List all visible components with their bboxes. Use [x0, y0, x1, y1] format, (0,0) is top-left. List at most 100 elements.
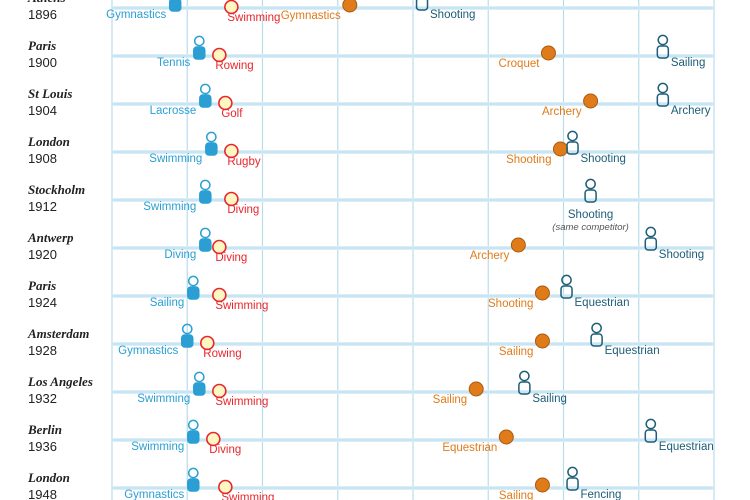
city-label: Stockholm [28, 182, 85, 197]
data-marks: Gymnastics Swimming Gymnastics ShootingTenn… [106, 0, 714, 500]
oldest-sport-label: Archery [671, 105, 711, 117]
youngest-figure [187, 275, 200, 300]
youngest-figure [199, 83, 212, 108]
figure-head [193, 371, 205, 383]
youngest-dot [224, 0, 239, 15]
oldest-figure [560, 274, 573, 299]
oldest-sport-label: Shooting [581, 153, 626, 165]
oldest-dot [540, 45, 556, 61]
oldest-figure [644, 226, 658, 251]
youngest-sport-label: Swimming [137, 393, 190, 405]
row-labels: Athens 1896 Paris 1900 St Louis 1904 London 190… [27, 0, 93, 500]
youngest-figure [205, 131, 218, 156]
oldest-dot [534, 285, 550, 301]
youngest-dot [199, 335, 215, 351]
figure-head [199, 227, 211, 239]
youngest-figure [199, 179, 212, 204]
figure-head [193, 35, 205, 47]
year-label: 1948 [28, 487, 57, 500]
oldest-sport-label: Equestrian [659, 441, 714, 453]
youngest-sport-label: Swimming [143, 201, 196, 213]
year-label: 1904 [28, 103, 57, 118]
city-label: St Louis [28, 86, 72, 101]
youngest-dot [218, 95, 233, 111]
youngest-dot [224, 191, 239, 207]
oldest-figure [518, 370, 531, 395]
oldest-dot [583, 93, 599, 109]
oldest-dot-label: Archery [542, 106, 582, 118]
oldest-figure [656, 82, 670, 107]
year-label: 1908 [28, 151, 57, 166]
figure-body [187, 478, 200, 492]
youngest-dot-label: Swimming [227, 12, 280, 24]
figure-head [657, 34, 669, 46]
figure-head [187, 275, 199, 287]
figure-body [560, 285, 573, 299]
oldest-dot-label: Sailing [499, 346, 534, 358]
figure-head [567, 466, 578, 478]
figure-head [567, 130, 578, 142]
oldest-dot [510, 237, 526, 253]
oldest-dot-label: Shooting [488, 298, 533, 310]
oldest-figure [644, 418, 658, 443]
figure-head [181, 323, 193, 335]
figure-body [566, 477, 579, 491]
figure-head [645, 418, 657, 430]
youngest-figure [187, 419, 200, 444]
youngest-figure [193, 35, 206, 60]
oldest-sport-label: Equestrian [605, 345, 660, 357]
oldest-figure [566, 466, 579, 491]
year-label: 1912 [28, 199, 57, 214]
oldest-dot-label: Shooting [506, 154, 551, 166]
youngest-dot [218, 479, 233, 495]
city-label: Los Angeles [27, 374, 93, 389]
city-label: Paris [28, 38, 56, 53]
youngest-figure [181, 323, 194, 348]
oldest-dot-label: Sailing [499, 490, 534, 500]
oldest-sport-label: Sailing [532, 393, 567, 405]
youngest-sport-label: Gymnastics [118, 345, 178, 357]
youngest-sport-label: Tennis [157, 57, 190, 69]
youngest-dot [212, 239, 227, 255]
year-label: 1936 [28, 439, 57, 454]
youngest-sport-label: Swimming [131, 441, 184, 453]
figure-head [205, 131, 217, 143]
oldest-figure [415, 0, 429, 11]
youngest-dot-label: Diving [227, 204, 259, 216]
figure-head [561, 274, 572, 286]
figure-body [181, 334, 194, 348]
oldest-dot-label: Croquet [499, 58, 541, 70]
oldest-figure [656, 34, 670, 59]
figure-body [656, 45, 670, 59]
oldest-figure [584, 178, 597, 203]
figure-body [205, 142, 218, 156]
figure-body [168, 0, 182, 12]
youngest-dot-label: Swimming [215, 300, 268, 312]
city-label: Athens [27, 0, 66, 5]
city-label: Berlin [27, 422, 62, 437]
oldest-dot [534, 477, 550, 493]
oldest-sport-label: Shooting [430, 9, 475, 21]
youngest-sport-label: Swimming [149, 153, 202, 165]
figure-body [193, 46, 206, 60]
city-label: Paris [28, 278, 56, 293]
figure-head [187, 467, 199, 479]
oldest-figure [590, 322, 603, 347]
figure-head [657, 82, 669, 94]
youngest-dot [224, 143, 239, 159]
youngest-dot [206, 431, 221, 447]
youngest-figure [187, 467, 200, 492]
oldest-dot-label: Archery [470, 250, 510, 262]
oldest-dot-label: Gymnastics [281, 10, 341, 22]
figure-body [644, 429, 658, 443]
youngest-dot-label: Golf [221, 108, 243, 120]
youngest-dot-label: Rowing [203, 348, 241, 360]
youngest-dot [212, 47, 227, 63]
youngest-dot-label: Rowing [215, 60, 253, 72]
city-label: London [27, 470, 70, 485]
figure-body [199, 94, 212, 108]
city-label: London [27, 134, 70, 149]
youngest-sport-label: Diving [164, 249, 196, 261]
figure-body [584, 189, 597, 203]
